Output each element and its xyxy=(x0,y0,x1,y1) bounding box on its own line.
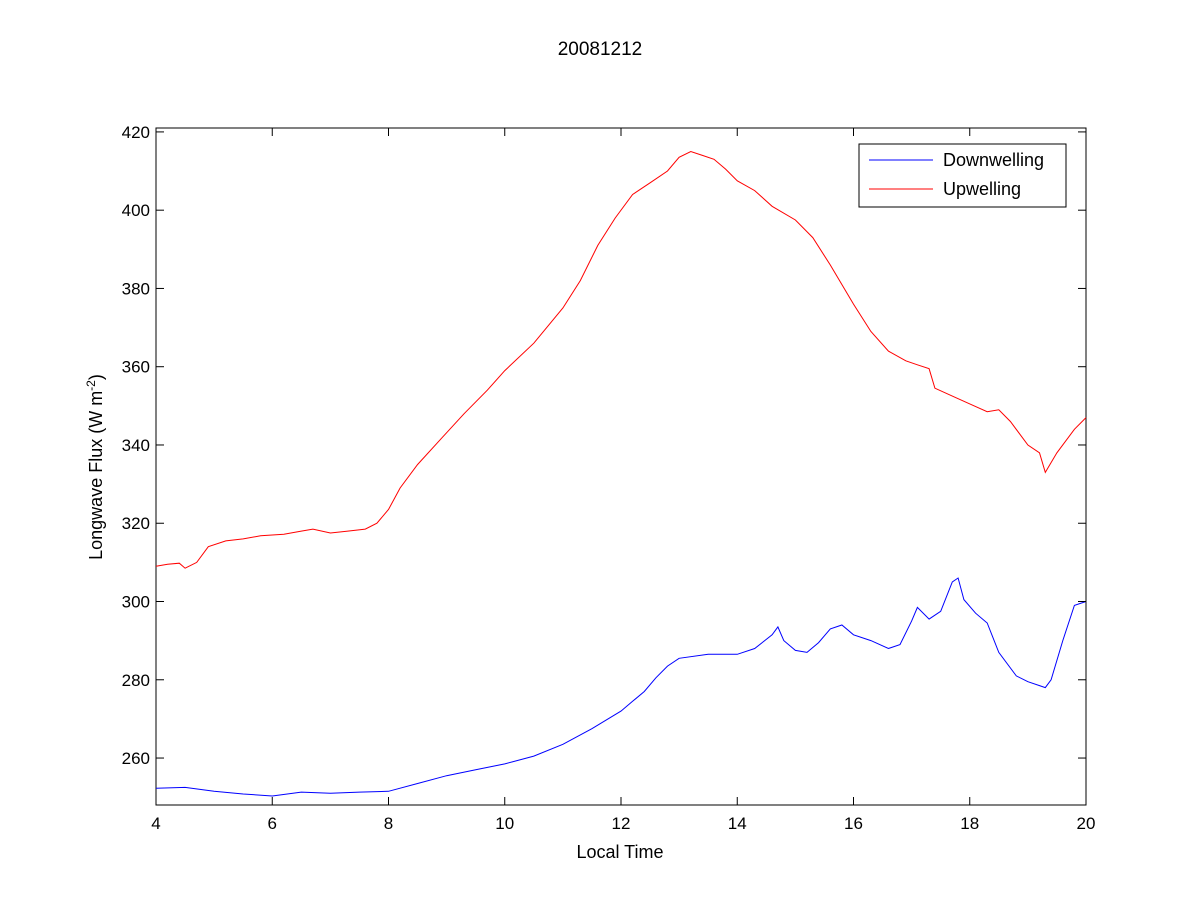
x-tick-label: 12 xyxy=(612,814,631,833)
x-tick-label: 8 xyxy=(384,814,393,833)
y-tick-label: 420 xyxy=(122,123,150,142)
x-tick-label: 6 xyxy=(268,814,277,833)
x-tick-label: 20 xyxy=(1077,814,1096,833)
x-tick-label: 10 xyxy=(495,814,514,833)
legend-box xyxy=(858,143,1067,208)
x-tick-label: 14 xyxy=(728,814,747,833)
y-tick-label: 260 xyxy=(122,749,150,768)
x-tick-label: 18 xyxy=(960,814,979,833)
plot-frame xyxy=(155,127,1087,806)
legend-label-downwelling: Downwelling xyxy=(943,150,1044,170)
y-axis-label: Longwave Flux (W m-2) xyxy=(84,374,106,560)
x-axis-label: Local Time xyxy=(576,842,663,862)
y-tick-label: 380 xyxy=(122,279,150,298)
y-tick-label: 400 xyxy=(122,201,150,220)
y-tick-label: 280 xyxy=(122,671,150,690)
x-tick-label: 4 xyxy=(151,814,160,833)
y-tick-label: 340 xyxy=(122,436,150,455)
legend: Downwelling Upwelling xyxy=(858,143,1067,208)
legend-label-upwelling: Upwelling xyxy=(943,179,1021,199)
y-tick-label: 360 xyxy=(122,358,150,377)
x-tick-label: 16 xyxy=(844,814,863,833)
series-line-upwelling xyxy=(155,150,1087,569)
plot-area: 4 6 8 10 12 14 16 18 20 260 280 300 320 340 360 380 400 4… xyxy=(122,123,1096,833)
y-tick-label: 300 xyxy=(122,593,150,612)
y-tick-label: 320 xyxy=(122,514,150,533)
series-line-downwelling xyxy=(155,577,1087,797)
chart-title: 20081212 xyxy=(558,39,643,60)
